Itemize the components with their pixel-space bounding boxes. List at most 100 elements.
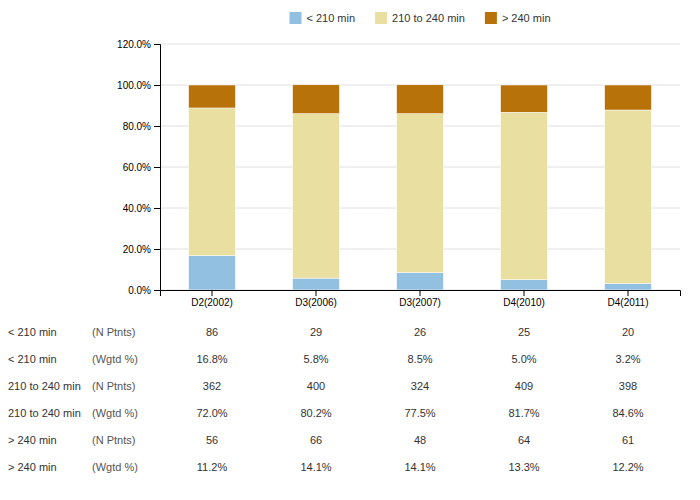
legend-label: > 240 min [502, 12, 551, 24]
chart: 0.0% 20.0% 40.0% 60.0% 80.0% 100.0% 120.0% D2(2… [0, 0, 700, 500]
series-bars [189, 85, 652, 114]
bar [605, 283, 652, 290]
plot-area: 0.0% 20.0% 40.0% 60.0% 80.0% 100.0% 120.0% D2(2… [117, 39, 680, 308]
table-cell: 29 [310, 326, 322, 338]
table-cell: 324 [411, 380, 429, 392]
bar [189, 108, 236, 256]
tick-mark [154, 167, 160, 168]
tick: D4(2010) [503, 290, 545, 308]
tick-mark [628, 290, 629, 296]
tick: D3(2007) [399, 290, 441, 308]
bar [189, 85, 236, 108]
tick: D2(2002) [191, 290, 233, 308]
table-sublabel: (Wgtd %) [92, 353, 138, 365]
table-row: < 210 min(Wgtd %)16.8%5.8%8.5%5.0%3.2% [8, 353, 641, 365]
series-bars [189, 108, 652, 283]
tick-mark [154, 290, 160, 291]
table-cell: 56 [206, 434, 218, 446]
tick: 100.0% [117, 80, 160, 91]
tick-mark [212, 290, 213, 296]
table-cell: 11.2% [197, 461, 228, 473]
bar [293, 278, 340, 290]
table-cell: 86 [206, 326, 218, 338]
axis-line [154, 45, 161, 291]
x-axis: D2(2002) D3(2006) D3(2007) D4(2010) D4(2011) [161, 290, 681, 308]
table-cell: 61 [622, 434, 634, 446]
table-cell: 48 [414, 434, 426, 446]
legend-item: > 240 min [485, 12, 551, 24]
table-cell: 3.2% [615, 353, 640, 365]
legend-label: 210 to 240 min [392, 12, 465, 24]
tick: D3(2006) [295, 290, 337, 308]
legend-item: 210 to 240 min [375, 12, 465, 24]
table-sublabel: (N Ptnts) [92, 434, 135, 446]
bar [501, 85, 548, 112]
legend-label: < 210 min [306, 12, 355, 24]
legend-swatch [289, 12, 301, 24]
y-axis: 0.0% 20.0% 40.0% 60.0% 80.0% 100.0% 120.0% [117, 39, 160, 296]
table-cell: 80.2% [300, 407, 331, 419]
tick-label: D2(2002) [191, 297, 233, 308]
tick: 80.0% [123, 121, 160, 132]
tick: 40.0% [123, 203, 160, 214]
tick-label: 100.0% [117, 80, 151, 91]
table-cell: 398 [619, 380, 637, 392]
tick-mark [154, 249, 160, 250]
bar [605, 85, 652, 110]
tick-label: D4(2010) [503, 297, 545, 308]
bar [605, 110, 652, 283]
table-cell: 14.1% [404, 461, 435, 473]
tick: 20.0% [123, 244, 160, 255]
bars [189, 85, 652, 290]
tick-label: D3(2006) [295, 297, 337, 308]
table-label: 210 to 240 min [8, 407, 81, 419]
bar [189, 256, 236, 290]
tick-label: D3(2007) [399, 297, 441, 308]
tick-label: 0.0% [128, 285, 151, 296]
bar [501, 280, 548, 290]
grid-line [160, 44, 680, 45]
table: < 210 min(N Ptnts)8629262520< 210 min(Wg… [8, 326, 644, 473]
table-cell: 14.1% [300, 461, 331, 473]
table-cell: 16.8% [196, 353, 227, 365]
tick-label: 20.0% [123, 244, 151, 255]
legend-swatch [375, 12, 387, 24]
table-cell: 8.5% [407, 353, 432, 365]
table-label: > 240 min [8, 461, 57, 473]
table-cell: 5.8% [303, 353, 328, 365]
table-sublabel: (N Ptnts) [92, 326, 135, 338]
bar [397, 85, 444, 114]
tick-label: 80.0% [123, 121, 151, 132]
bar [397, 114, 444, 273]
table-cell: 81.7% [508, 407, 539, 419]
table-row: < 210 min(N Ptnts)8629262520 [8, 326, 634, 338]
table-row: 210 to 240 min(N Ptnts)362400324409398 [8, 380, 637, 392]
tick-label: 60.0% [123, 162, 151, 173]
tick: 60.0% [123, 162, 160, 173]
tick-mark [420, 290, 421, 296]
legend: < 210 min 210 to 240 min > 240 min [289, 12, 550, 24]
table-cell: 84.6% [612, 407, 643, 419]
legend-item: < 210 min [289, 12, 355, 24]
bar [293, 114, 340, 278]
legend-swatch [485, 12, 497, 24]
table-cell: 362 [203, 380, 221, 392]
table-cell: 409 [515, 380, 533, 392]
table-label: > 240 min [8, 434, 57, 446]
table-cell: 12.2% [612, 461, 643, 473]
table-cell: 77.5% [404, 407, 435, 419]
axis-line [161, 291, 681, 297]
table-label: < 210 min [8, 353, 57, 365]
tick-mark [154, 44, 160, 45]
tick-label: 40.0% [123, 203, 151, 214]
tick: D4(2011) [608, 290, 649, 308]
table-cell: 400 [307, 380, 325, 392]
tick: 120.0% [117, 39, 160, 50]
tick: 0.0% [128, 285, 160, 296]
table-row: 210 to 240 min(Wgtd %)72.0%80.2%77.5%81.… [8, 407, 644, 419]
tick-mark [154, 208, 160, 209]
table-label: 210 to 240 min [8, 380, 81, 392]
table-sublabel: (Wgtd %) [92, 407, 138, 419]
table-cell: 64 [518, 434, 530, 446]
table-row: > 240 min(Wgtd %)11.2%14.1%14.1%13.3%12.… [8, 461, 644, 473]
